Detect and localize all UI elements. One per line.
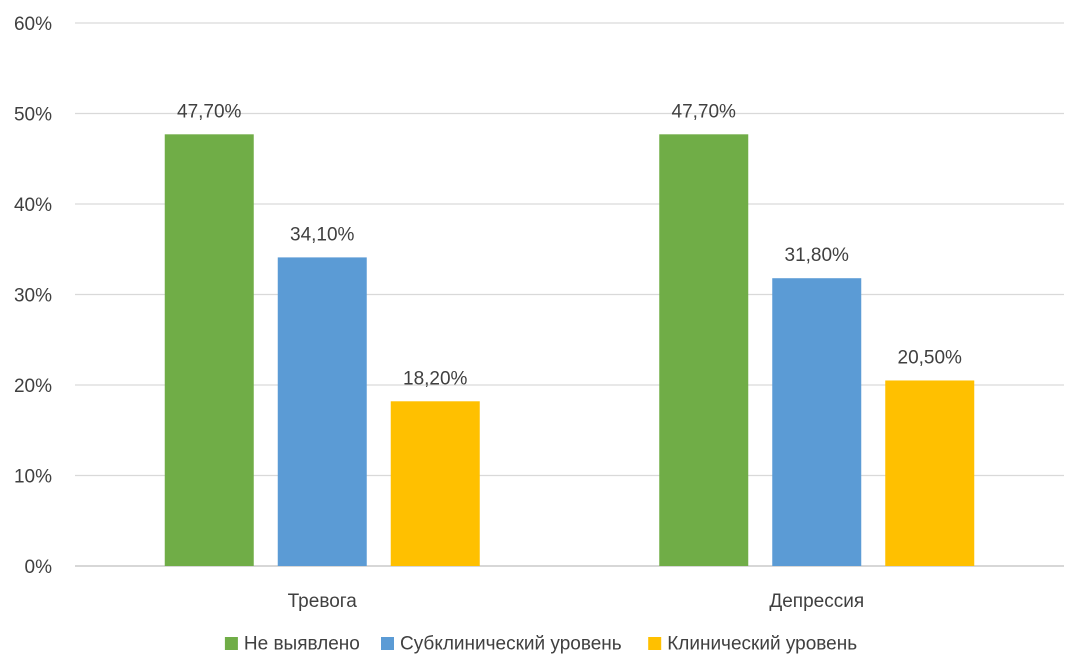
data-label: 47,70% [672, 101, 737, 122]
legend: Не выявлено Субклинический уровень Клиниче… [224, 634, 857, 655]
y-tick-label: 30% [14, 286, 52, 307]
legend-swatch [648, 637, 662, 650]
y-tick-label: 40% [14, 195, 52, 216]
legend-label: Клинический уровень [667, 634, 857, 655]
y-tick-label: 50% [14, 105, 52, 126]
x-category-label: Депрессия [769, 591, 864, 612]
bar [659, 134, 749, 566]
data-label: 18,20% [403, 368, 468, 389]
data-label: 20,50% [898, 347, 963, 368]
data-labels: 47,70% 34,10% 18,20% 47,70% 31,80% 20,50% [177, 101, 962, 389]
data-label: 31,80% [785, 245, 850, 266]
bar [772, 278, 862, 566]
data-label: 34,10% [290, 224, 355, 245]
x-axis-categories: Тревога Депрессия [288, 591, 864, 612]
y-tick-label: 60% [14, 14, 52, 35]
legend-swatch [224, 637, 238, 650]
y-tick-label: 10% [14, 467, 52, 488]
y-axis-ticks: 0% 10% 20% 30% 40% 50% 60% [14, 14, 52, 578]
bar [277, 257, 367, 566]
legend-label: Не выявлено [244, 634, 360, 655]
x-category-label: Тревога [288, 591, 358, 612]
legend-item: Клинический уровень [648, 634, 857, 655]
data-label: 47,70% [177, 101, 242, 122]
bar [390, 401, 480, 566]
legend-label: Субклинический уровень [400, 634, 622, 655]
legend-swatch [381, 637, 394, 650]
bar [885, 380, 975, 566]
legend-item: Субклинический уровень [381, 634, 622, 655]
bars [164, 134, 975, 566]
legend-item: Не выявлено [224, 634, 360, 655]
y-tick-label: 20% [14, 376, 52, 397]
y-tick-label: 0% [25, 557, 53, 578]
bar [164, 134, 254, 566]
